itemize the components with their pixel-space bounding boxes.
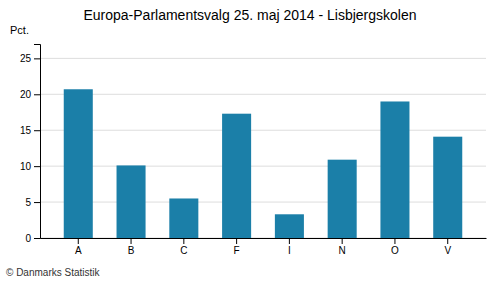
tick: B xyxy=(128,238,135,256)
tick: 25 xyxy=(20,53,40,64)
tick-label: A xyxy=(75,245,82,256)
tick-mark xyxy=(34,130,40,131)
tick-mark xyxy=(289,238,290,244)
bar xyxy=(433,137,462,238)
tick-mark xyxy=(236,238,237,244)
tick-label: 25 xyxy=(20,53,32,64)
tick-mark xyxy=(34,202,40,203)
tick-label: 15 xyxy=(20,125,32,136)
tick-label: F xyxy=(234,245,240,256)
tick-mark xyxy=(342,238,343,244)
plot: 0 5 10 15 20 25 A B C F I N O V xyxy=(20,45,487,257)
grid-line xyxy=(40,238,486,239)
chart: 0 5 10 15 20 25 A B C F I N O V Pct. Europa-Parlamentsv… xyxy=(0,0,500,282)
bar xyxy=(64,89,93,238)
bar xyxy=(380,101,409,238)
grid-line xyxy=(40,94,486,95)
grid xyxy=(40,58,486,238)
tick-label: 5 xyxy=(25,197,31,208)
title: Europa-Parlamentsvalg 25. maj 2014 - Lis… xyxy=(83,7,416,23)
bars xyxy=(64,89,462,238)
tick: 20 xyxy=(20,89,40,100)
y-axis: 0 5 10 15 20 25 xyxy=(20,45,41,244)
tick-mark xyxy=(183,238,184,244)
tick: N xyxy=(339,238,346,256)
tick-label: 10 xyxy=(20,161,32,172)
axis-line xyxy=(34,45,41,239)
tick-label: C xyxy=(180,245,187,256)
grid-line xyxy=(40,166,486,167)
tick: 5 xyxy=(25,197,40,208)
tick: 15 xyxy=(20,125,40,136)
tick: C xyxy=(180,238,187,256)
tick-label: N xyxy=(339,245,346,256)
axis-line xyxy=(41,238,487,239)
tick-mark xyxy=(447,238,448,244)
footer: © Danmarks Statistik xyxy=(6,267,101,278)
bar xyxy=(275,214,304,238)
tick-mark xyxy=(34,94,40,95)
tick: A xyxy=(75,238,82,256)
axis-title: Pct. xyxy=(10,24,29,36)
bar xyxy=(117,165,146,238)
tick: 0 xyxy=(25,233,40,244)
bar xyxy=(222,114,251,238)
tick-label: I xyxy=(288,245,291,256)
tick: V xyxy=(444,238,451,256)
tick-label: B xyxy=(128,245,135,256)
grid-line xyxy=(40,58,486,59)
tick-mark xyxy=(34,58,40,59)
bar xyxy=(328,160,357,238)
tick-label: 0 xyxy=(25,233,31,244)
tick-mark xyxy=(394,238,395,244)
grid-line xyxy=(40,130,486,131)
tick: 10 xyxy=(20,161,40,172)
tick-mark xyxy=(131,238,132,244)
x-axis: ABCFINOV xyxy=(41,238,487,256)
tick-label: O xyxy=(391,245,399,256)
tick-label: V xyxy=(444,245,451,256)
bar xyxy=(169,198,198,238)
tick-mark xyxy=(78,238,79,244)
tick-mark xyxy=(34,166,40,167)
tick: O xyxy=(391,238,399,256)
grid-line xyxy=(40,202,486,203)
tick: F xyxy=(234,238,240,256)
tick-label: 20 xyxy=(20,89,32,100)
tick-mark xyxy=(34,238,40,239)
tick: I xyxy=(288,238,291,256)
